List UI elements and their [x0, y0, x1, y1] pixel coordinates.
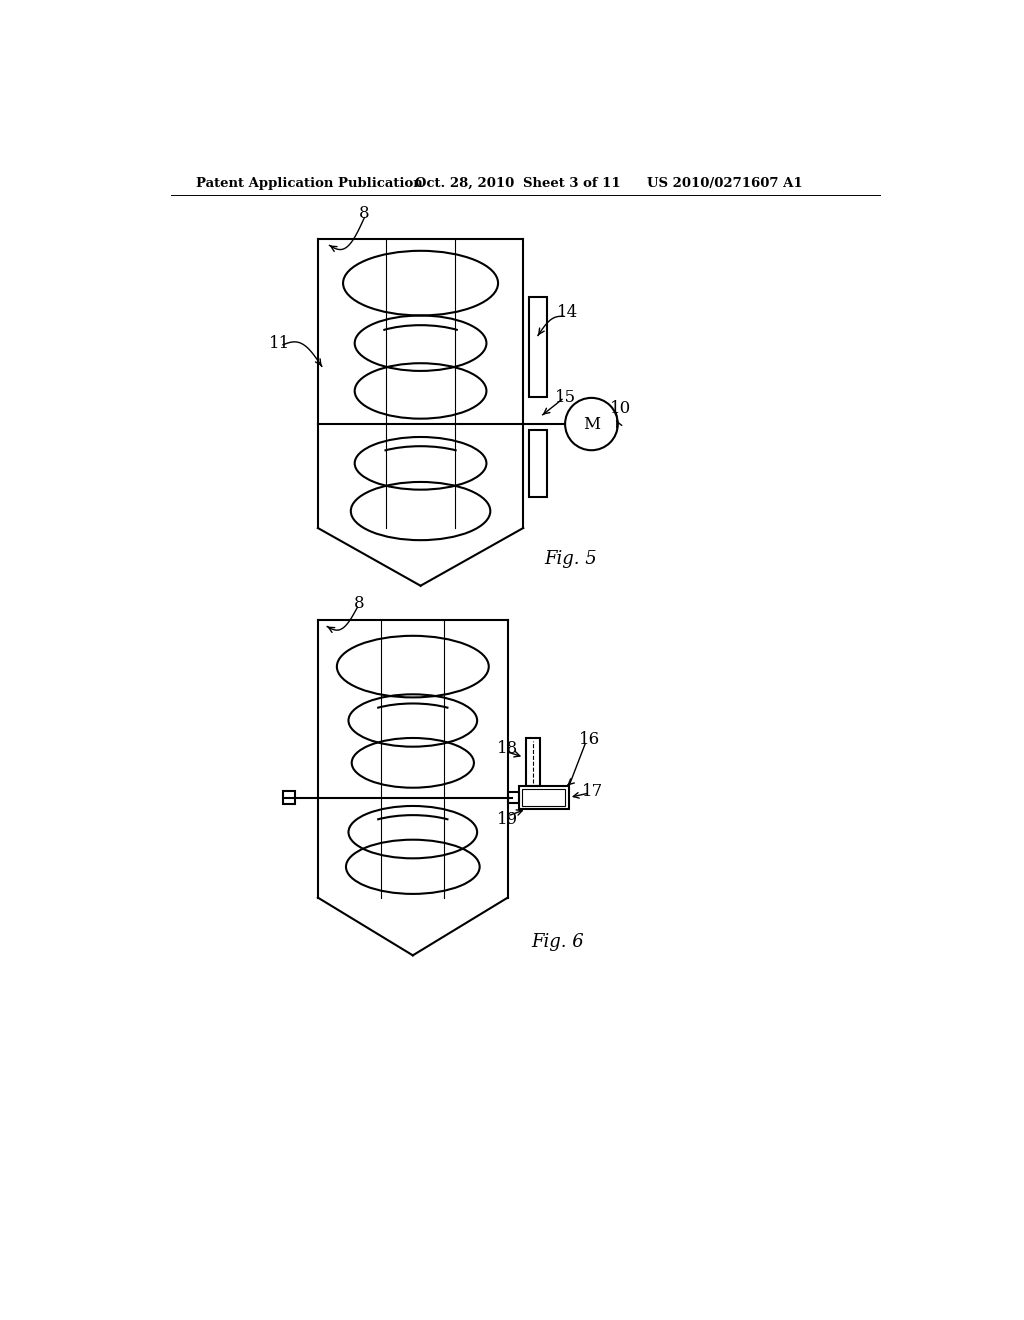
- Text: Fig. 5: Fig. 5: [544, 550, 597, 568]
- Bar: [525, 738, 540, 785]
- Text: 8: 8: [359, 206, 370, 222]
- Text: Patent Application Publication: Patent Application Publication: [197, 177, 423, 190]
- Text: 15: 15: [555, 388, 577, 405]
- Text: 19: 19: [498, 810, 518, 828]
- Text: 17: 17: [583, 783, 603, 800]
- Bar: [529, 297, 547, 397]
- Text: 8: 8: [353, 595, 365, 612]
- Bar: [518, 785, 569, 809]
- Text: Fig. 6: Fig. 6: [531, 933, 584, 952]
- Text: 11: 11: [268, 335, 290, 351]
- Text: Sheet 3 of 11: Sheet 3 of 11: [523, 177, 621, 190]
- Text: 14: 14: [557, 304, 579, 321]
- Text: Oct. 28, 2010: Oct. 28, 2010: [415, 177, 514, 190]
- Bar: [529, 430, 547, 498]
- Text: M: M: [583, 416, 600, 433]
- Bar: [522, 789, 565, 807]
- Text: 10: 10: [609, 400, 631, 417]
- Text: 16: 16: [579, 731, 600, 748]
- Bar: [283, 792, 295, 804]
- Text: US 2010/0271607 A1: US 2010/0271607 A1: [647, 177, 803, 190]
- Bar: [508, 792, 518, 803]
- Text: 18: 18: [497, 739, 518, 756]
